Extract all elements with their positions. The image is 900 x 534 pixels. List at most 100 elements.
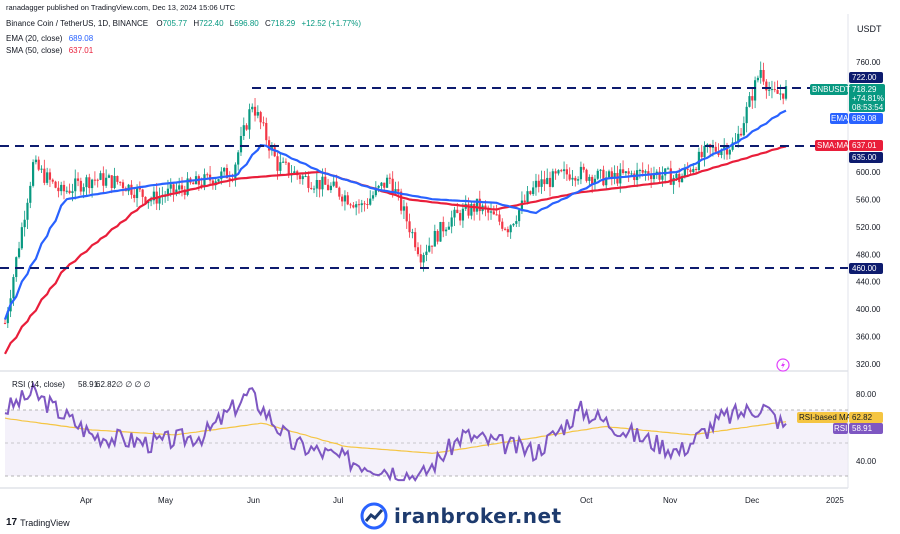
candle-body (700, 151, 703, 158)
candle-body (765, 81, 768, 91)
candle-body (467, 203, 470, 216)
candle-body (133, 194, 136, 199)
candle-body (695, 168, 698, 171)
candle-body (593, 178, 597, 185)
badge-last-price: 718.29 +74.81% 08:53:54 (849, 84, 885, 112)
candle-body (672, 177, 675, 185)
candle-body (366, 203, 369, 205)
candle-body (62, 184, 66, 192)
ema-legend[interactable]: EMA (20, close) 689.08 (6, 34, 93, 43)
candle-body (391, 178, 394, 194)
candle-body (720, 150, 723, 156)
candle-body (661, 175, 664, 180)
candle-body (748, 96, 751, 107)
candle-body (225, 167, 229, 179)
candle-body (613, 172, 616, 178)
candle-body (450, 217, 453, 227)
candle-body (689, 169, 692, 173)
candle-body (489, 211, 493, 213)
candle-body (756, 77, 760, 81)
candle-body (377, 185, 380, 188)
candle-body (301, 176, 304, 180)
candle-body (79, 180, 82, 192)
candle-body (605, 177, 608, 186)
candle-body (169, 184, 172, 189)
candle-body (203, 174, 206, 187)
candle-body (298, 175, 302, 180)
tradingview-logo[interactable]: 17 TradingView (6, 517, 70, 528)
price-tick-label: 760.00 (856, 58, 881, 67)
candle-body (23, 219, 26, 228)
candle-body (461, 208, 465, 221)
candle-body (768, 89, 771, 91)
ema-legend-value: 689.08 (68, 34, 94, 43)
candle-body (422, 254, 425, 263)
time-label-oct: Oct (580, 496, 593, 505)
svg-text:635.00: 635.00 (852, 153, 877, 162)
candle-body (650, 175, 653, 180)
candle-body (453, 209, 456, 218)
candle-body (647, 171, 650, 176)
candle-body (138, 187, 141, 190)
candle-body (144, 196, 147, 204)
candle-body (577, 179, 580, 181)
candle-body (526, 191, 529, 203)
candle-body (762, 69, 765, 82)
rsi-title-ma: 62.82 (96, 380, 117, 389)
candle-body (652, 174, 656, 180)
svg-text:08:53:54: 08:53:54 (852, 103, 884, 112)
candle-body (414, 232, 417, 248)
svg-text:637.01: 637.01 (852, 141, 877, 150)
candle-body (579, 166, 583, 180)
candle-body (658, 171, 661, 180)
currency-label[interactable]: USDT (857, 24, 882, 34)
price-tick-label: 400.00 (856, 305, 881, 314)
candle-body (206, 174, 209, 176)
rsi-tick-80: 80.00 (856, 390, 877, 399)
candle-body (71, 191, 74, 194)
candle-body (411, 232, 414, 234)
svg-text:BNBUSDT: BNBUSDT (812, 85, 850, 94)
candle-body (65, 190, 68, 192)
lightning-icon[interactable] (776, 358, 790, 372)
candle-body (245, 125, 248, 130)
candle-body (312, 188, 316, 190)
time-axis[interactable]: Apr May Jun Jul Oct Nov Dec 2025 (80, 496, 844, 505)
candle-body (439, 221, 442, 242)
candle-body (265, 122, 268, 141)
candle-body (669, 168, 672, 185)
candle-body (630, 173, 633, 175)
tradingview-brand: TradingView (20, 517, 70, 528)
candle-body (96, 179, 99, 181)
rsi-line (4, 380, 787, 482)
candle-body (60, 184, 63, 192)
candle-body (293, 171, 296, 175)
candle-body (85, 177, 88, 188)
candle-body (284, 161, 288, 163)
candlestick-series (3, 61, 788, 328)
candle-body (725, 146, 729, 155)
candle-body (546, 177, 549, 185)
candle-body (456, 209, 459, 214)
candle-body (509, 225, 512, 233)
candle-body (641, 170, 644, 173)
candle-body (180, 185, 184, 190)
svg-text:689.08: 689.08 (852, 114, 877, 123)
candle-body (130, 184, 133, 195)
symbol-legend[interactable]: Binance Coin / TetherUS, 1D, BINANCE O70… (6, 19, 361, 28)
candle-body (560, 170, 563, 172)
candle-body (29, 185, 32, 203)
candle-body (596, 170, 599, 179)
price-tick-label: 520.00 (856, 223, 881, 232)
sma-legend[interactable]: SMA (50, close) 637.01 (6, 46, 93, 55)
svg-text:SMA:MA: SMA:MA (817, 141, 849, 150)
badge-level-722: 722.00 (849, 72, 883, 83)
candle-body (343, 195, 347, 202)
candle-body (34, 159, 38, 163)
candle-body (304, 176, 307, 178)
candle-body (43, 168, 46, 183)
candle-body (279, 162, 282, 171)
candle-body (515, 221, 518, 224)
candle-body (591, 176, 594, 185)
